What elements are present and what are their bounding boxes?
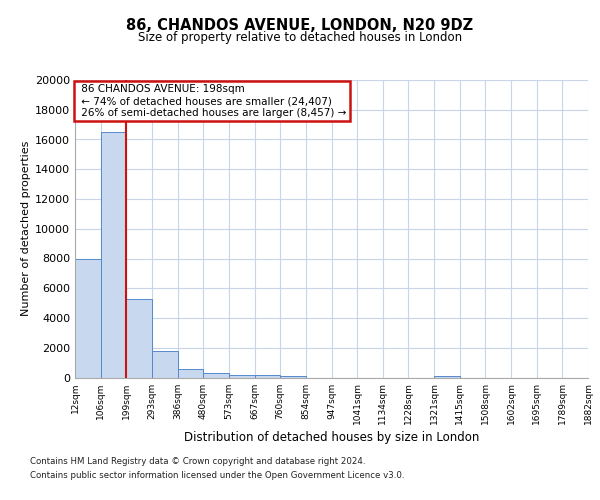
Bar <box>229 374 254 378</box>
Text: 86 CHANDOS AVENUE: 198sqm
 ← 74% of detached houses are smaller (24,407)
 26% of: 86 CHANDOS AVENUE: 198sqm ← 74% of detac… <box>77 84 346 117</box>
Text: 86, CHANDOS AVENUE, LONDON, N20 9DZ: 86, CHANDOS AVENUE, LONDON, N20 9DZ <box>127 18 473 32</box>
Bar <box>434 376 460 378</box>
Bar <box>75 258 101 378</box>
Bar <box>127 298 152 378</box>
Y-axis label: Number of detached properties: Number of detached properties <box>21 141 31 316</box>
Bar <box>254 374 280 378</box>
X-axis label: Distribution of detached houses by size in London: Distribution of detached houses by size … <box>184 432 479 444</box>
Bar <box>101 132 127 378</box>
Text: Size of property relative to detached houses in London: Size of property relative to detached ho… <box>138 31 462 44</box>
Bar <box>178 368 203 378</box>
Text: Contains public sector information licensed under the Open Government Licence v3: Contains public sector information licen… <box>30 471 404 480</box>
Bar <box>280 376 306 378</box>
Bar <box>203 373 229 378</box>
Bar <box>152 350 178 378</box>
Text: Contains HM Land Registry data © Crown copyright and database right 2024.: Contains HM Land Registry data © Crown c… <box>30 458 365 466</box>
